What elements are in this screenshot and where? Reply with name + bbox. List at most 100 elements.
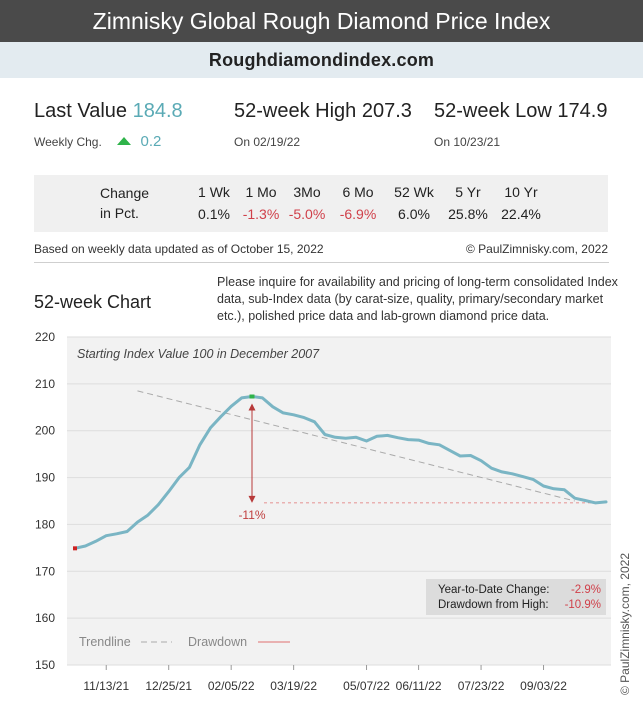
x-tick-label: 07/23/22 xyxy=(458,679,505,693)
series-point xyxy=(542,484,545,488)
trendline xyxy=(137,390,575,502)
inquire-note: Please inquire for availability and pric… xyxy=(217,275,618,323)
series-point xyxy=(573,496,576,500)
high-value: 207.3 xyxy=(361,100,412,122)
high-label: 52-week High xyxy=(234,100,357,122)
gridlines xyxy=(67,336,611,666)
series-point xyxy=(84,544,87,548)
ytd-label: Year-to-Date Change: xyxy=(438,584,549,596)
y-tick-label: 200 xyxy=(35,424,55,438)
series-point xyxy=(282,411,285,415)
series-point xyxy=(157,503,160,506)
x-tick-label: 12/25/21 xyxy=(145,679,192,693)
plot-area xyxy=(67,337,611,665)
series-point xyxy=(115,532,118,535)
series-point xyxy=(136,520,139,524)
change-col-5yr: 5 Yr 25.8% xyxy=(448,184,488,222)
drawdown-from-high-value: -10.9% xyxy=(565,599,601,611)
ytd-value: -2.9% xyxy=(571,584,601,596)
chart-title: 52-week Chart xyxy=(34,292,152,312)
x-tick-label: 09/03/22 xyxy=(520,679,567,693)
series-point xyxy=(448,449,452,452)
y-tick-label: 190 xyxy=(35,471,55,485)
change-col-1mo: 1 Mo -1.3% xyxy=(242,184,280,222)
series-point xyxy=(521,475,524,478)
series-point xyxy=(240,396,243,400)
series-point xyxy=(323,433,327,436)
series-point xyxy=(94,540,98,543)
chart-annotation: Starting Index Value 100 in December 200… xyxy=(77,347,320,361)
series-point xyxy=(209,426,212,430)
y-tick-label: 150 xyxy=(35,658,55,672)
site-name: Roughdiamondindex.com xyxy=(0,42,643,78)
drawdown-arrowhead-top xyxy=(248,403,256,411)
series-point xyxy=(375,435,379,438)
series-point xyxy=(261,396,264,400)
y-tick-label: 160 xyxy=(35,611,55,625)
series-point xyxy=(583,499,587,502)
series-point xyxy=(604,500,608,504)
drawdown-label: -11% xyxy=(238,508,265,522)
series-point xyxy=(563,488,566,491)
series-point xyxy=(146,513,150,517)
change-col-52wk: 52 Wk 6.0% xyxy=(394,184,434,222)
series-point xyxy=(531,478,535,481)
series-point xyxy=(500,470,504,474)
y-tick-label: 180 xyxy=(35,517,55,531)
divider xyxy=(34,262,609,263)
high-marker xyxy=(249,394,255,399)
series-point xyxy=(594,501,597,505)
low-block: 52-week Low 174.9 On 10/23/21 xyxy=(434,100,607,149)
copyright-note: © PaulZimnisky.com, 2022 xyxy=(465,242,608,256)
last-value-block: Last Value 184.8 Weekly Chg. 0.2 xyxy=(34,100,183,150)
x-tick-label: 06/11/22 xyxy=(396,679,442,693)
change-label: Change in Pct. xyxy=(100,185,150,221)
drawdown-from-high-label: Drawdown from High: xyxy=(438,599,549,611)
series-point xyxy=(459,454,462,458)
chart-legend: Trendline Drawdown xyxy=(79,635,290,649)
last-value: 184.8 xyxy=(132,100,183,122)
change-panel: Change in Pct. 1 Wk 0.1% 1 Mo -1.3% 3Mo … xyxy=(34,175,608,232)
weekly-change-value: 0.2 xyxy=(140,133,162,150)
high-date: On 02/19/22 xyxy=(234,135,301,149)
x-tick-label: 05/07/22 xyxy=(343,679,390,693)
series-point xyxy=(479,459,483,462)
series-point xyxy=(198,443,202,446)
page-title: Zimnisky Global Rough Diamond Price Inde… xyxy=(0,0,643,42)
series-point xyxy=(354,436,358,439)
x-tick-label: 11/13/21 xyxy=(83,679,129,693)
series-point xyxy=(386,434,389,437)
series-point xyxy=(167,490,170,493)
series-point xyxy=(396,436,399,439)
low-marker xyxy=(73,546,77,551)
last-value-label: Last Value xyxy=(34,100,128,122)
y-tick-label: 220 xyxy=(35,330,55,344)
series-point xyxy=(490,467,493,470)
change-col-6mo: 6 Mo -6.9% xyxy=(339,184,377,222)
series-point xyxy=(188,466,191,469)
weekly-change-label: Weekly Chg. xyxy=(34,135,102,149)
x-tick-labels: 11/13/21 12/25/21 02/05/22 03/19/22 05/07/22… xyxy=(83,665,567,693)
series-point xyxy=(334,436,337,439)
series-point xyxy=(105,534,108,537)
low-value: 174.9 xyxy=(557,100,608,122)
vertical-credit: © PaulZimnisky.com, 2022 xyxy=(618,552,632,695)
series-point xyxy=(552,487,556,491)
series-point xyxy=(125,530,129,533)
series-point xyxy=(177,476,181,479)
low-date: On 10/23/21 xyxy=(434,135,501,149)
series-point xyxy=(344,437,347,440)
series-point xyxy=(229,405,233,408)
series-point xyxy=(438,443,441,446)
series-point xyxy=(219,415,222,418)
series-point xyxy=(511,472,514,476)
low-label: 52-week Low xyxy=(434,100,552,122)
series-point xyxy=(313,420,316,424)
series-point xyxy=(292,413,295,416)
series-point xyxy=(271,405,275,409)
series-point xyxy=(417,438,420,442)
series-point xyxy=(427,442,431,445)
drawdown-arrowhead-bottom xyxy=(248,495,256,503)
series-point xyxy=(302,416,306,419)
